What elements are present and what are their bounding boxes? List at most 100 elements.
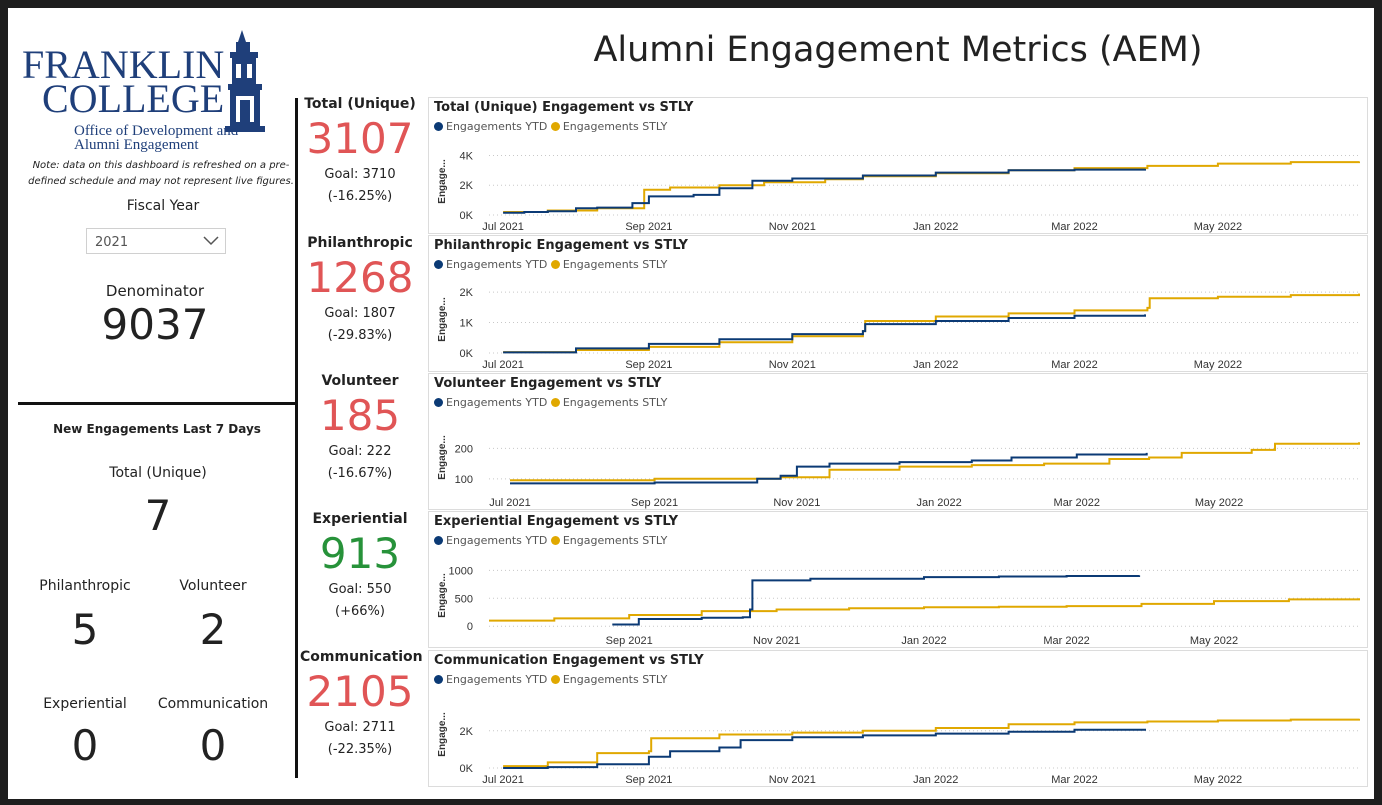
x-tick-label: May 2022: [1195, 497, 1243, 509]
logo-line2: COLLEGE: [42, 76, 224, 121]
x-tick-label: Mar 2022: [1054, 497, 1100, 509]
new-communication-value: 0: [199, 721, 227, 770]
legend-ytd-label: Engagements YTD: [446, 258, 548, 271]
x-tick-label: Sep 2021: [625, 774, 672, 786]
kpi-value: 3107: [306, 114, 414, 163]
chart-philanthropic: Philanthropic Engagement vs STLY Engagem…: [428, 235, 1368, 372]
kpi-delta: (-16.25%): [327, 189, 393, 204]
fiscal-year-dropdown[interactable]: 2021: [86, 228, 226, 254]
new-volunteer-label: Volunteer: [179, 578, 247, 594]
kpi-card: Philanthropic 1268 Goal: 1807 (-29.83%): [300, 235, 420, 347]
kpi-value: 1268: [306, 253, 414, 302]
x-tick-label: Jan 2022: [913, 221, 958, 233]
x-tick-label: Sep 2021: [625, 221, 672, 233]
kpi-label: Communication: [300, 649, 423, 665]
x-tick-label: Nov 2021: [753, 635, 800, 647]
x-tick-label: Mar 2022: [1043, 635, 1089, 647]
kpi-label: Volunteer: [321, 373, 399, 389]
series-line: [503, 314, 1146, 354]
y-tick-label: 4K: [460, 150, 474, 162]
legend-ytd-label: Engagements YTD: [446, 120, 548, 133]
refresh-note: Note: data on this dashboard is refreshe…: [28, 160, 294, 187]
series-line: [489, 598, 1360, 622]
x-tick-label: Nov 2021: [769, 774, 816, 786]
kpi-goal: Goal: 3710: [324, 167, 396, 182]
x-tick-label: Jul 2021: [482, 774, 524, 786]
chart-plot: 0K 1K 2K Jul 2021 Sep 2021 Nov 2021 Jan 2022 Ma…: [437, 287, 1360, 371]
chart-total: Total (Unique) Engagement vs STLY Engage…: [428, 97, 1368, 234]
series-line: [503, 728, 1146, 769]
section-divider: [18, 402, 296, 405]
series-line: [503, 718, 1360, 768]
y-axis-label: Engage...: [437, 297, 448, 342]
kpi-card: Volunteer 185 Goal: 222 (-16.67%): [300, 373, 420, 485]
y-tick-label: 1K: [460, 318, 474, 330]
x-tick-label: Mar 2022: [1051, 221, 1097, 233]
logo-graphic: FRANKLIN COLLEGE Office of Development a…: [22, 30, 265, 153]
legend-stly-dot: [550, 122, 560, 131]
y-tick-label: 2K: [460, 287, 474, 299]
x-tick-label: Sep 2021: [625, 359, 672, 371]
kpi-value: 913: [319, 529, 401, 578]
legend-ytd-label: Engagements YTD: [446, 673, 548, 686]
new-philanthropic-value: 5: [71, 605, 99, 654]
new-total-value: 7: [144, 491, 172, 540]
legend-stly-label: Engagements STLY: [562, 534, 668, 547]
x-tick-label: Jul 2021: [482, 359, 524, 371]
new-philanthropic-label: Philanthropic: [39, 578, 131, 594]
x-tick-label: Jan 2022: [901, 635, 946, 647]
chart-legend: Engagements YTD Engagements STLY: [434, 120, 667, 133]
chart-title: Communication Engagement vs STLY: [434, 653, 704, 668]
new-experiential-value: 0: [71, 721, 99, 770]
denominator-value: 9037: [101, 300, 209, 349]
x-tick-label: May 2022: [1194, 221, 1242, 233]
chart-title: Volunteer Engagement vs STLY: [434, 376, 662, 391]
x-tick-label: Mar 2022: [1051, 359, 1097, 371]
x-tick-label: Nov 2021: [769, 221, 816, 233]
chart-experiential: Experiential Engagement vs STLY Engageme…: [428, 511, 1368, 648]
chart-legend: Engagements YTD Engagements STLY: [434, 673, 667, 686]
x-tick-label: Jan 2022: [913, 359, 958, 371]
kpi-label: Total (Unique): [304, 96, 416, 112]
kpi-goal: Goal: 2711: [324, 720, 396, 735]
chart-communication: Communication Engagement vs STLY Engagem…: [428, 650, 1368, 787]
legend-ytd-dot: [434, 122, 443, 131]
legend-stly-label: Engagements STLY: [562, 396, 668, 409]
legend-stly-dot: [550, 260, 560, 269]
x-tick-label: Jul 2021: [482, 221, 524, 233]
y-axis-label: Engage...: [437, 712, 448, 757]
new-communication-label: Communication: [157, 696, 269, 712]
new-volunteer-value: 2: [199, 605, 227, 654]
x-tick-label: Jan 2022: [913, 774, 958, 786]
legend-stly-label: Engagements STLY: [562, 120, 668, 133]
y-axis-label: Engage...: [437, 159, 448, 204]
legend-ytd-label: Engagements YTD: [446, 534, 548, 547]
chart-plot: 0 500 1000 Sep 2021 Nov 2021 Jan 2022 Mar 2022…: [437, 565, 1360, 647]
x-tick-label: Jan 2022: [917, 497, 962, 509]
chart-plot: 100 200 Jul 2021 Sep 2021 Nov 2021 Jan 2022 Ma…: [437, 435, 1360, 509]
tower-icon: [225, 30, 265, 132]
chart-plot: 0K 2K 4K Jul 2021 Sep 2021 Nov 2021 Jan 2022 Ma…: [437, 150, 1360, 233]
chart-legend: Engagements YTD Engagements STLY: [434, 258, 667, 271]
x-tick-label: Sep 2021: [631, 497, 678, 509]
chart-plot: 0K 2K Jul 2021 Sep 2021 Nov 2021 Jan 2022 Mar …: [437, 712, 1360, 786]
denominator-label: Denominator: [105, 282, 205, 300]
kpi-card: Total (Unique) 3107 Goal: 3710 (-16.25%): [300, 96, 420, 208]
kpi-delta: (-16.67%): [327, 466, 393, 481]
x-tick-label: Jul 2021: [489, 497, 531, 509]
column-divider: [295, 98, 298, 778]
chart-title: Experiential Engagement vs STLY: [434, 514, 679, 529]
y-tick-label: 2K: [460, 726, 474, 738]
new-engagements-title: New Engagements Last 7 Days: [53, 422, 261, 436]
y-tick-label: 100: [455, 474, 473, 486]
x-tick-label: May 2022: [1194, 359, 1242, 371]
y-tick-label: 1000: [449, 565, 473, 577]
y-tick-label: 200: [455, 443, 473, 455]
y-axis-label: Engage...: [437, 573, 448, 618]
new-total-label: Total (Unique): [109, 465, 207, 481]
y-tick-label: 0K: [460, 763, 474, 775]
x-tick-label: May 2022: [1194, 774, 1242, 786]
franklin-college-logo: FRANKLIN COLLEGE Office of Development a…: [20, 26, 290, 156]
series-line: [510, 452, 1148, 485]
x-tick-label: May 2022: [1190, 635, 1238, 647]
